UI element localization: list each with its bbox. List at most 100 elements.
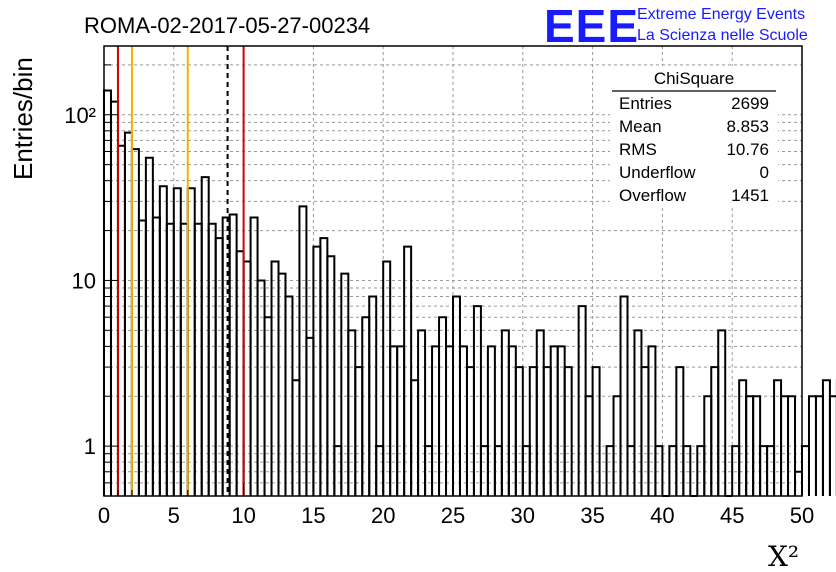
x-tick-label: 5 xyxy=(168,503,180,528)
histogram-bar xyxy=(458,345,468,496)
histogram-bar xyxy=(158,185,168,496)
x-tick-label: 50 xyxy=(790,503,814,528)
stats-box-title: ChiSquare xyxy=(654,69,734,88)
histogram-bar xyxy=(193,222,203,496)
logo-text: EEE xyxy=(544,0,639,52)
run-title: ROMA-02-2017-05-27-00234 xyxy=(84,13,370,38)
eee-logo: EEE Extreme Energy Events La Scienza nel… xyxy=(544,0,808,52)
histogram-bar xyxy=(417,329,427,496)
x-tick-label: 45 xyxy=(720,503,744,528)
histogram-bar xyxy=(465,366,475,496)
stats-value-underflow: 0 xyxy=(760,163,769,182)
histogram-bar xyxy=(221,216,231,496)
histogram-bar xyxy=(389,345,399,496)
x-tick-label: 15 xyxy=(301,503,325,528)
stats-value-overflow: 1451 xyxy=(731,186,769,205)
stats-label-rms: RMS xyxy=(619,140,657,159)
y-tick-labels: 1 10 10² xyxy=(64,103,96,459)
x-tick-labels: 0 5 10 15 20 25 30 35 40 45 50 xyxy=(98,503,814,528)
histogram-bar xyxy=(326,255,336,496)
stats-label-overflow: Overflow xyxy=(619,186,687,205)
stats-value-mean: 8.853 xyxy=(726,117,769,136)
histogram-bar xyxy=(179,222,189,496)
histogram-bar xyxy=(410,379,420,496)
histogram-bar xyxy=(801,445,810,496)
histogram-bar xyxy=(654,445,664,496)
histogram-bar xyxy=(773,379,783,496)
histogram-bar xyxy=(186,187,196,496)
histogram-bar xyxy=(165,222,175,496)
x-tick-label: 0 xyxy=(98,503,110,528)
x-tick-label: 30 xyxy=(511,503,535,528)
axes xyxy=(103,45,803,497)
histogram-bar xyxy=(640,366,650,496)
y-tick-label: 10 xyxy=(72,268,96,293)
histogram-bar xyxy=(396,345,406,496)
histogram-bar xyxy=(256,279,266,496)
x-tick-label: 20 xyxy=(371,503,395,528)
histogram-bar xyxy=(542,366,552,496)
histogram-bar xyxy=(563,366,573,496)
histogram-bar xyxy=(577,305,587,496)
histogram-bar xyxy=(556,345,566,496)
histogram-bar xyxy=(438,316,448,496)
histogram-bar xyxy=(507,345,517,496)
histogram-bar xyxy=(137,219,147,496)
histogram-bar xyxy=(821,379,831,496)
stats-value-rms: 10.76 xyxy=(726,140,769,159)
x-tick-label: 25 xyxy=(441,503,465,528)
histogram-bar xyxy=(717,329,727,496)
histogram-bar xyxy=(807,395,817,496)
histogram-bar xyxy=(500,329,510,496)
histogram-bar xyxy=(787,395,797,496)
x-axis-label: X² xyxy=(768,540,799,572)
histogram-bar xyxy=(445,345,454,496)
logo-line-1: Extreme Energy Events xyxy=(637,6,805,23)
y-tick-label: 10² xyxy=(64,103,96,128)
histogram-bar xyxy=(514,366,524,496)
histogram-bar xyxy=(354,366,364,496)
histogram-bar xyxy=(535,329,545,496)
logo-line-2: La Scienza nelle Scuole xyxy=(637,27,808,44)
histogram-bar xyxy=(486,345,496,496)
histogram-bar xyxy=(549,345,559,496)
histogram-bar xyxy=(200,176,210,496)
histogram-bar xyxy=(249,216,259,496)
y-tick-label: 1 xyxy=(84,434,96,459)
histogram-bar xyxy=(528,366,538,496)
histogram-bar xyxy=(109,100,119,496)
histogram-bar xyxy=(647,345,657,496)
y-axis-label: Entries/bin xyxy=(8,57,38,180)
histogram-bar xyxy=(207,222,217,496)
x-tick-label: 40 xyxy=(650,503,674,528)
histogram-bar xyxy=(291,379,301,496)
histogram-bar xyxy=(263,316,273,496)
histogram-bar xyxy=(116,144,126,496)
histogram-bar xyxy=(172,187,182,496)
histogram-bar xyxy=(403,245,413,496)
stats-label-entries: Entries xyxy=(619,94,672,113)
histogram-bar xyxy=(361,316,371,496)
histogram-bar xyxy=(682,445,692,496)
histogram-bar xyxy=(619,295,629,496)
histogram-bar xyxy=(675,366,685,496)
histogram-bar xyxy=(710,366,720,496)
histogram-bar xyxy=(814,395,824,496)
stats-label-underflow: Underflow xyxy=(619,163,696,182)
histogram-bar xyxy=(347,329,357,496)
histogram-bar xyxy=(368,295,378,496)
x-tick-label: 10 xyxy=(231,503,255,528)
stats-box: ChiSquare Entries 2699 Mean 8.853 RMS 10… xyxy=(610,66,778,206)
histogram-bar xyxy=(298,205,308,496)
histogram-bar xyxy=(144,156,154,496)
histogram-bar xyxy=(431,345,441,496)
stats-box-background xyxy=(610,66,778,206)
histogram-bar xyxy=(312,245,322,496)
stats-value-entries: 2699 xyxy=(731,94,769,113)
histogram-bar xyxy=(151,216,161,496)
histogram-bar xyxy=(123,131,133,496)
histogram-bar xyxy=(828,395,836,496)
marker-lines xyxy=(116,46,245,496)
histogram-bar xyxy=(591,366,601,496)
